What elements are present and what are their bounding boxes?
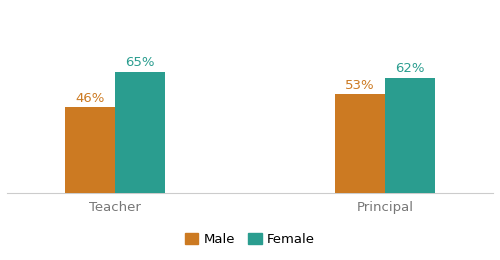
Bar	[64, 107, 115, 193]
Bar	[115, 72, 166, 193]
Text: 62%: 62%	[396, 62, 425, 75]
Bar	[385, 77, 436, 193]
Legend: Male, Female: Male, Female	[180, 227, 320, 251]
Text: 65%: 65%	[126, 56, 155, 69]
Text: 53%: 53%	[345, 79, 374, 92]
Bar	[334, 94, 385, 193]
Text: 46%: 46%	[75, 92, 104, 105]
